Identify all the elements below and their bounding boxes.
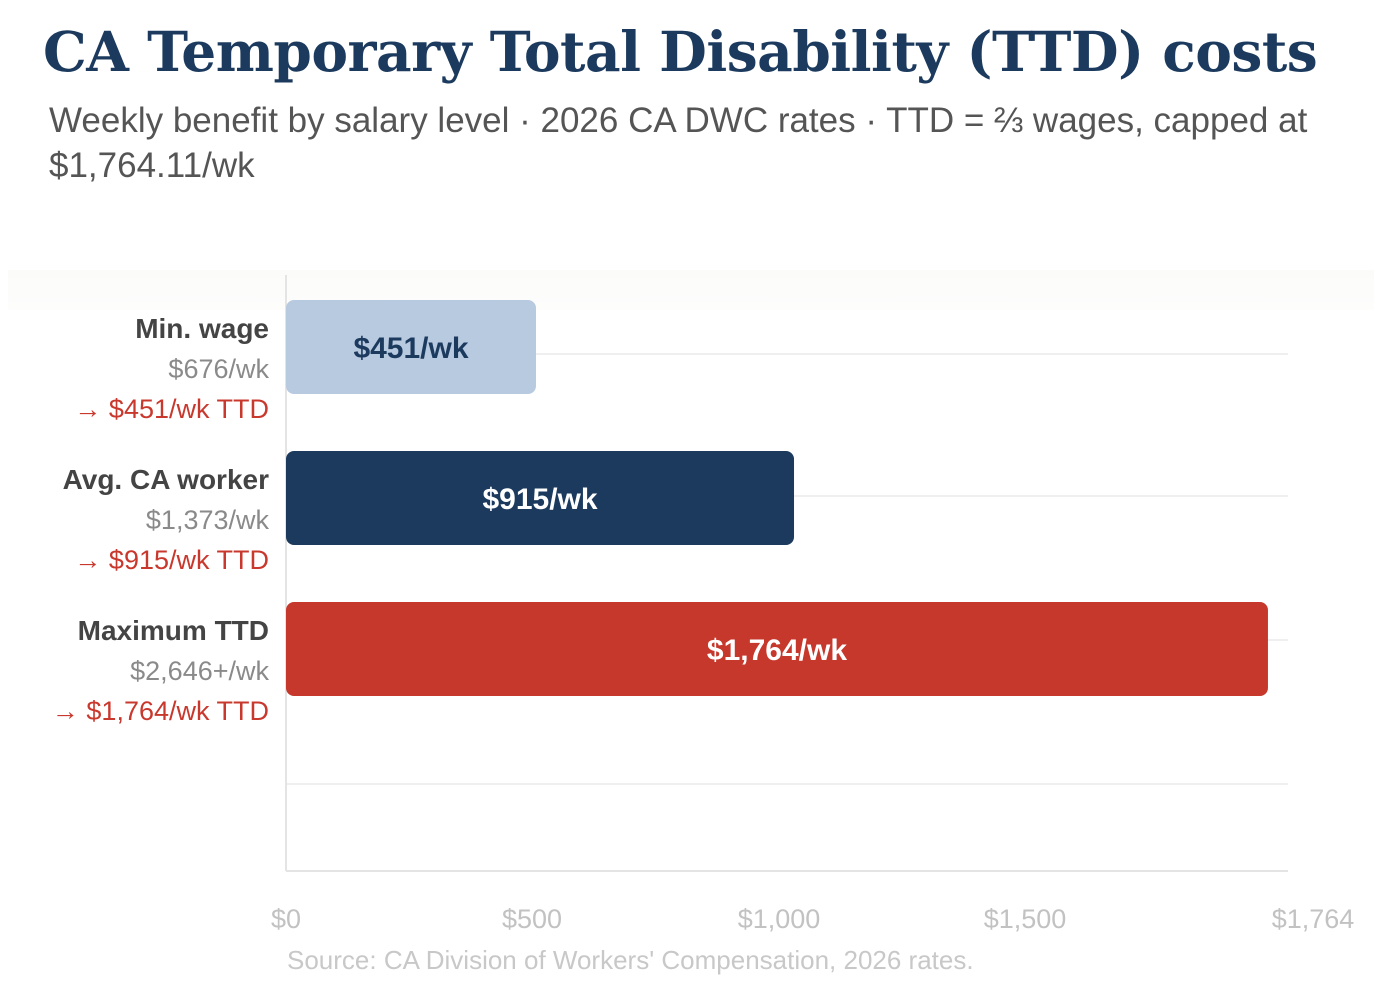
- bar-value-label: $451/wk: [353, 332, 468, 365]
- category-label: Maximum TTD: [78, 615, 269, 646]
- category-wage: $2,646+/wk: [130, 656, 269, 686]
- chart-subtitle: Weekly benefit by salary level · 2026 CA…: [49, 101, 1308, 185]
- source-note: Source: CA Division of Workers' Compensa…: [287, 945, 974, 975]
- x-tick-label: $1,764: [1272, 904, 1355, 934]
- category-label: Avg. CA worker: [63, 464, 270, 495]
- category-wage: $676/wk: [168, 354, 269, 384]
- bar-value-label: $1,764/wk: [707, 634, 847, 667]
- bar-max-ttd: [286, 602, 1268, 696]
- chart-title: CA Temporary Total Disability (TTD) cost…: [43, 19, 1318, 84]
- bar-avg-worker: [286, 451, 795, 545]
- category-ttd-annotation: → $451/wk TTD: [74, 394, 269, 424]
- x-tick-label: $0: [271, 904, 301, 934]
- category-wage: $1,373/wk: [146, 505, 270, 535]
- x-tick-label: $500: [502, 904, 562, 934]
- category-ttd-annotation: → $915/wk TTD: [74, 545, 269, 575]
- x-tick-label: $1,000: [738, 904, 821, 934]
- category-ttd-annotation: → $1,764/wk TTD: [52, 696, 269, 726]
- plot-header-band: [8, 270, 1374, 310]
- x-tick-label: $1,500: [984, 904, 1067, 934]
- category-label: Min. wage: [135, 313, 269, 344]
- bar-min-wage: [286, 300, 536, 394]
- bar-value-label: $915/wk: [482, 483, 597, 516]
